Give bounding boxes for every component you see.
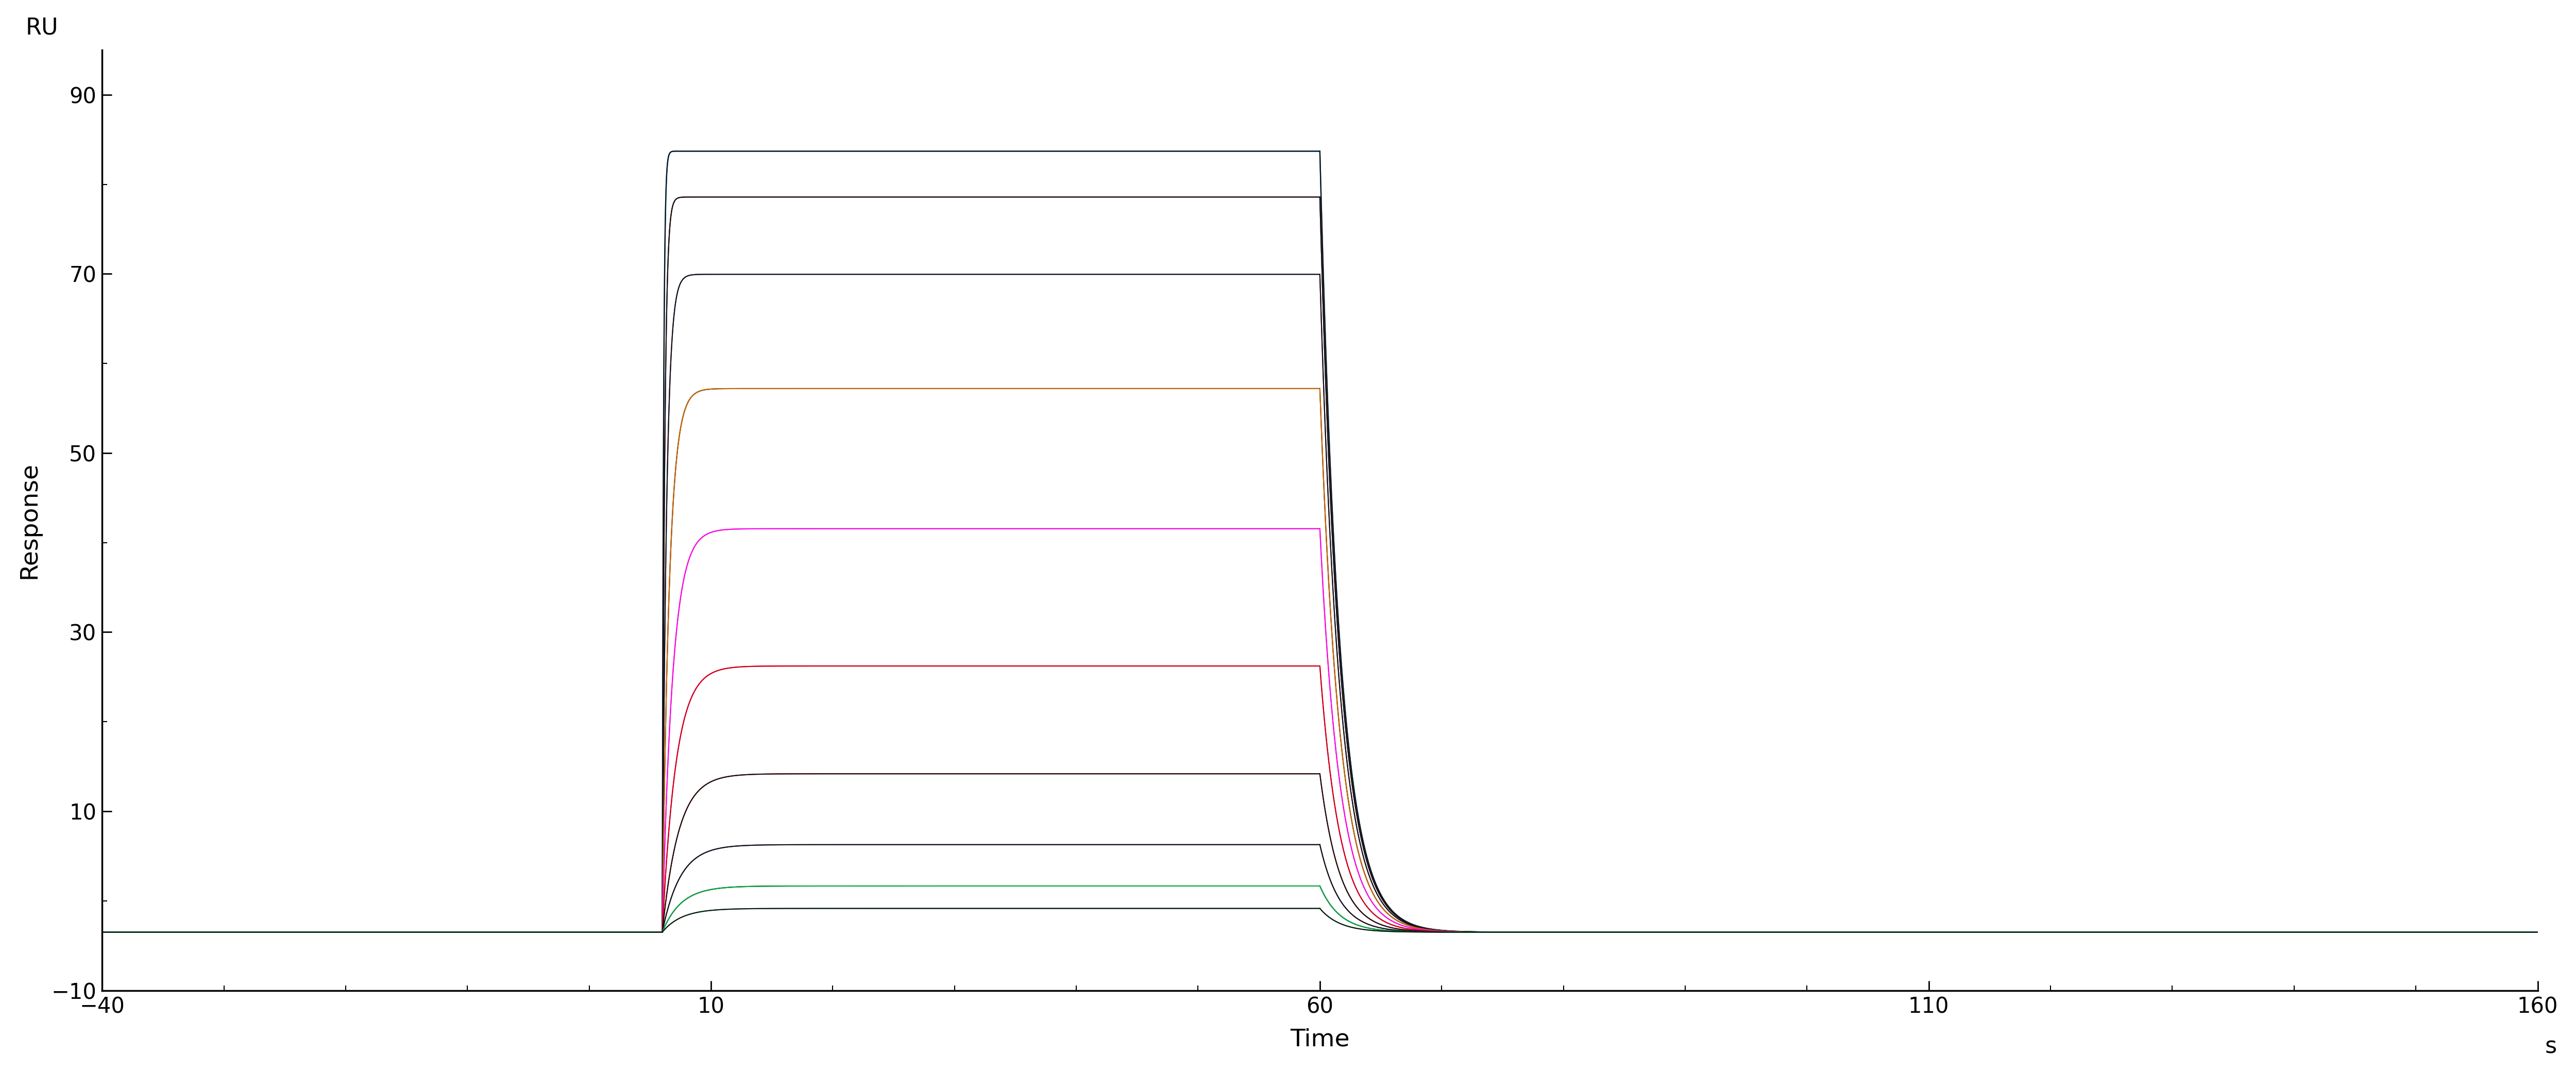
X-axis label: Time: Time (1291, 1028, 1350, 1051)
Text: s: s (2545, 1036, 2558, 1058)
Y-axis label: Response: Response (18, 461, 41, 579)
Text: RU: RU (26, 16, 59, 39)
